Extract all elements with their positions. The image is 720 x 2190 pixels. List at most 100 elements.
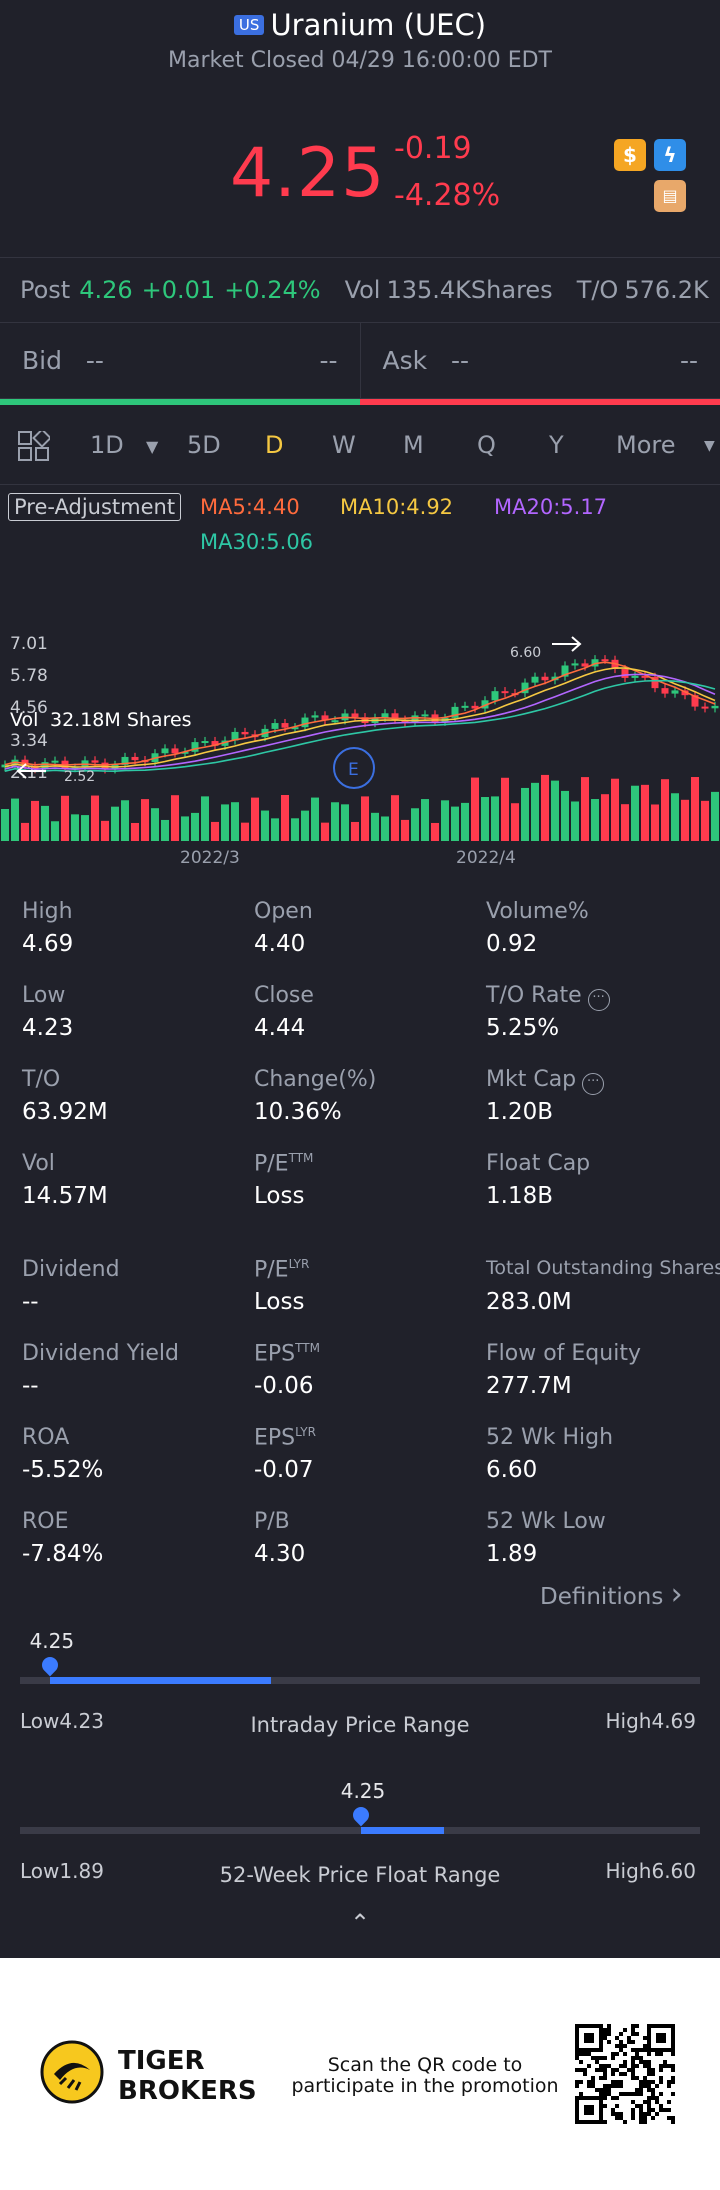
stat-label: T/O Rate ··· bbox=[486, 983, 610, 1011]
tab-q[interactable]: Q bbox=[477, 431, 496, 459]
qr-module bbox=[651, 2096, 655, 2100]
qr-module bbox=[615, 2036, 619, 2040]
qr-module bbox=[619, 2092, 623, 2096]
qr-module bbox=[655, 2100, 659, 2104]
lightning-icon[interactable]: ϟ bbox=[654, 139, 686, 171]
qr-module bbox=[579, 2080, 583, 2084]
pre-adjustment-toggle[interactable]: Pre-Adjustment bbox=[8, 493, 182, 521]
volume-bar bbox=[641, 784, 649, 841]
qr-module bbox=[627, 2092, 631, 2096]
education-icon[interactable]: ▤ bbox=[654, 180, 686, 212]
tab-5d[interactable]: 5D bbox=[187, 431, 221, 459]
volume-bar bbox=[241, 822, 249, 841]
post-change: +0.01 bbox=[141, 276, 216, 304]
tab-more[interactable]: More bbox=[616, 431, 676, 459]
post-change-pct: +0.24% bbox=[224, 276, 321, 304]
candle-body bbox=[381, 713, 389, 718]
qr-module bbox=[587, 2080, 591, 2084]
qr-module bbox=[631, 2028, 635, 2032]
qr-module bbox=[671, 2052, 675, 2056]
price-change-pct: -4.28% bbox=[394, 178, 501, 213]
volume-bar bbox=[351, 821, 359, 841]
candle-body bbox=[211, 741, 219, 746]
qr-module bbox=[639, 2092, 643, 2096]
y-tick-label: 5.78 bbox=[10, 666, 48, 686]
volume-bar bbox=[191, 812, 199, 841]
volume-bar bbox=[111, 806, 119, 841]
qr-module bbox=[639, 2108, 643, 2112]
candlestick-chart[interactable]: 7.01 5.78 4.56 3.34 2.11 6.60 2.52 E 2022/3 2022/… bbox=[0, 559, 720, 889]
qr-module bbox=[667, 2100, 671, 2104]
x-tick-label: 2022/4 bbox=[456, 848, 516, 868]
intraday-range-price-pin-icon bbox=[38, 1653, 61, 1677]
qr-module bbox=[595, 2088, 599, 2092]
qr-module bbox=[671, 2120, 675, 2124]
tab-y[interactable]: Y bbox=[549, 431, 564, 459]
post-market-row: Post 4.26 +0.01 +0.24% Vol 135.4KShares … bbox=[0, 258, 720, 323]
bid-label: Bid bbox=[22, 346, 62, 375]
candle-body bbox=[181, 751, 189, 754]
tab-d[interactable]: D bbox=[265, 431, 284, 459]
qr-finder-ring bbox=[647, 2024, 675, 2052]
qr-module bbox=[631, 2112, 635, 2116]
volume-bar bbox=[601, 794, 609, 841]
qr-code-icon[interactable] bbox=[575, 2024, 675, 2124]
qr-module bbox=[655, 2112, 659, 2116]
post-label: Post bbox=[20, 276, 71, 304]
stat-value: Loss bbox=[254, 1183, 305, 1209]
candle-body bbox=[681, 690, 689, 696]
chart-vol-value: 32.18M Shares bbox=[50, 709, 192, 731]
stat-label: EPSLYR bbox=[254, 1425, 316, 1451]
qr-module bbox=[647, 2084, 651, 2088]
stat-value: 4.44 bbox=[254, 1015, 306, 1041]
qr-module bbox=[595, 2068, 599, 2072]
qr-module bbox=[611, 2108, 615, 2112]
tab-m[interactable]: M bbox=[403, 431, 424, 459]
qr-module bbox=[643, 2112, 647, 2116]
info-icon[interactable]: ··· bbox=[582, 1073, 605, 1095]
candle-body bbox=[701, 706, 709, 709]
qr-module bbox=[615, 2116, 619, 2120]
promo-text: Scan the QR code to participate in the p… bbox=[290, 2055, 560, 2097]
qr-module bbox=[659, 2064, 663, 2068]
qr-module bbox=[575, 2084, 579, 2088]
volume-bar bbox=[141, 799, 149, 841]
info-icon[interactable]: ··· bbox=[587, 989, 610, 1011]
candle-body bbox=[191, 742, 199, 752]
y-tick-label: 7.01 bbox=[10, 634, 48, 654]
tab-more-dropdown-icon[interactable]: ▼ bbox=[704, 438, 715, 454]
tab-1d[interactable]: 1D bbox=[90, 431, 124, 459]
ma-line bbox=[4, 667, 716, 768]
definitions-link[interactable]: Definitions › bbox=[540, 1577, 683, 1612]
volume-bar bbox=[51, 821, 59, 841]
tab-w[interactable]: W bbox=[332, 431, 356, 459]
stat-label: Vol bbox=[22, 1151, 55, 1176]
qr-module bbox=[623, 2028, 627, 2032]
qr-module bbox=[623, 2120, 627, 2124]
volume-bar bbox=[471, 777, 479, 841]
qr-module bbox=[671, 2080, 675, 2084]
qr-module bbox=[639, 2120, 643, 2124]
qr-module bbox=[603, 2104, 607, 2108]
range-area: 4.25 Low4.23 High4.69 Intraday Price Range 4… bbox=[0, 1609, 720, 1939]
qr-module bbox=[651, 2068, 655, 2072]
candle-body bbox=[621, 669, 629, 678]
qr-module bbox=[623, 2060, 627, 2064]
stat-label: 52 Wk High bbox=[486, 1425, 614, 1450]
qr-module bbox=[643, 2036, 647, 2040]
x-tick-label: 2022/3 bbox=[180, 848, 240, 868]
brand-line-2: BROKERS bbox=[118, 2076, 257, 2106]
dollar-icon[interactable]: $ bbox=[614, 139, 646, 171]
qr-module bbox=[603, 2056, 607, 2060]
qr-module bbox=[599, 2092, 603, 2096]
qr-module bbox=[579, 2060, 583, 2064]
layout-grid-icon[interactable] bbox=[18, 431, 50, 461]
qr-module bbox=[607, 2024, 611, 2028]
qr-module bbox=[603, 2096, 607, 2100]
stat-value: 283.0M bbox=[486, 1289, 572, 1315]
tab-1d-dropdown-icon[interactable]: ▼ bbox=[146, 437, 159, 456]
stat-label-superscript: TTM bbox=[288, 1151, 314, 1165]
min-price-label: 2.52 bbox=[64, 769, 95, 785]
collapse-chevron-up-icon[interactable]: ⌃ bbox=[350, 1909, 371, 1937]
